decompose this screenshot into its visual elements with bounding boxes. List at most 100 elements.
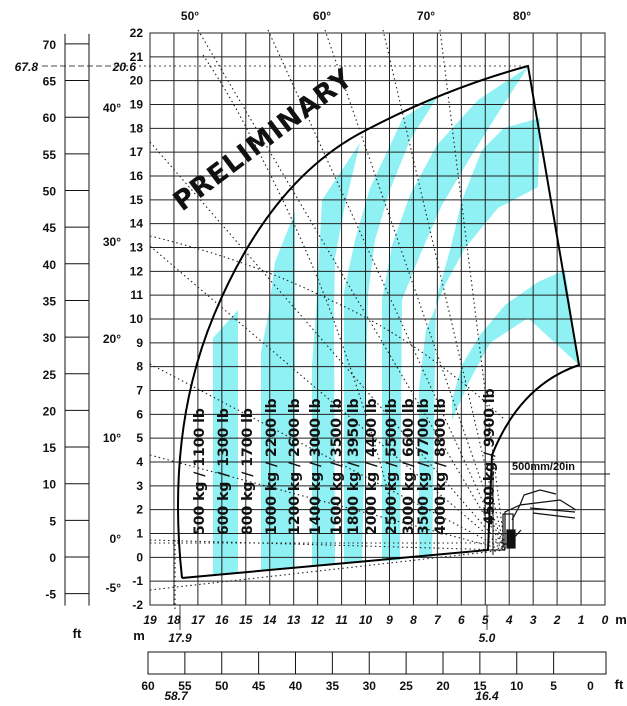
fork-note: 500mm/20in <box>492 461 610 555</box>
zone-1400kg <box>312 143 360 566</box>
height-ft-tick: 40 <box>43 258 57 272</box>
load-label: 500 kg / 1100 lb <box>192 408 208 535</box>
load-label: 4500 kg / 9900 lb <box>482 388 498 525</box>
height-m-tick: 0 <box>136 550 143 564</box>
height-m-tick: 9 <box>136 336 143 350</box>
height-m-tick: 7 <box>136 384 143 398</box>
height-ft-tick: 15 <box>43 441 57 455</box>
max-height-m: 20.6 <box>112 60 137 74</box>
height-m-tick: 20 <box>130 74 144 88</box>
height-ft-tick: 45 <box>43 221 57 235</box>
reach-ft-tick: 0 <box>587 679 594 693</box>
reach-ft-tick: 5 <box>550 679 557 693</box>
height-m-tick: 16 <box>130 169 144 183</box>
reach-m-tick: 13 <box>287 613 301 627</box>
reach-ft-tick: 60 <box>141 679 155 693</box>
height-m-tick: 1 <box>136 527 143 541</box>
reach-m-tick: 11 <box>335 613 348 627</box>
load-label: 1400 kg / 3000 lb <box>308 398 324 535</box>
load-label: 800 kg / 1700 lb <box>240 408 256 535</box>
height-m-tick: 10 <box>130 312 144 326</box>
height-m-tick: 17 <box>130 145 144 159</box>
reach-m-tick: 12 <box>311 613 325 627</box>
reach-m-tick: 8 <box>410 613 417 627</box>
height-unit-ft: ft <box>73 626 82 641</box>
height-ft-tick: 0 <box>49 551 56 565</box>
height-m-tick: 2 <box>136 503 143 517</box>
height-ft-tick: 65 <box>43 75 57 89</box>
height-m-tick: -2 <box>132 598 143 612</box>
reach-unit-m-left: m <box>133 628 145 643</box>
zone-4500kg <box>452 270 579 556</box>
reach-m-tick: 16 <box>215 613 229 627</box>
axis-labels: 222120191817161514131211109876543210-1-2… <box>15 9 627 703</box>
reach-m-tick: 9 <box>386 613 393 627</box>
reach-m-tick: 1 <box>578 613 585 627</box>
reach-m-tick: 19 <box>143 613 157 627</box>
height-ft-tick: 30 <box>43 331 57 345</box>
max-height-ft: 67.8 <box>15 60 39 74</box>
load-label: 2000 kg / 4400 lb <box>364 398 380 535</box>
height-ft-tick: 20 <box>43 404 57 418</box>
top-angle-label: 70° <box>417 9 435 23</box>
height-m-tick: 21 <box>130 50 144 64</box>
angle-guides <box>149 29 506 610</box>
top-angle-label: 60° <box>313 9 331 23</box>
bottom-ft-scale: 60 55 50 45 40 35 30 25 20 15 10 5 0 <box>141 651 607 693</box>
height-m-tick: 14 <box>130 217 144 231</box>
max-reach-m: 17.9 <box>168 631 192 645</box>
load-label: 1000 kg / 2200 lb <box>264 398 280 535</box>
reach-m-tick: 17 <box>191 613 206 627</box>
load-label: 3000 kg / 6600 lb <box>401 398 417 535</box>
height-m-tick: 8 <box>136 360 143 374</box>
machine-sketch <box>502 489 577 550</box>
height-ft-tick: 5 <box>49 514 56 528</box>
height-ft-tick: 50 <box>43 185 57 199</box>
load-label: 2500 kg / 5500 lb <box>384 398 400 535</box>
reach-m-tick: 5 <box>482 613 489 627</box>
height-ft-tick: 10 <box>43 478 57 492</box>
side-angle-label: -5° <box>106 581 122 595</box>
load-label: 1600 kg / 3500 lb <box>329 398 345 535</box>
reach-m-tick: 0 <box>602 613 609 627</box>
side-angle-label: 10° <box>103 431 121 445</box>
side-angle-label: 0° <box>110 532 122 546</box>
height-m-tick: 6 <box>136 407 143 421</box>
reach-ft-tick: 30 <box>363 679 377 693</box>
reach-ft-tick: 10 <box>510 679 524 693</box>
reach-m-tick: 3 <box>530 613 537 627</box>
max-reach-ft: 58.7 <box>164 689 189 703</box>
fork-note-text: 500mm/20in <box>512 461 575 473</box>
height-m-tick: 4 <box>136 455 143 469</box>
reach-m-tick: 10 <box>359 613 373 627</box>
height-m-tick: 11 <box>130 288 143 302</box>
zone-2500kg <box>382 67 528 561</box>
height-m-tick: 13 <box>130 241 144 255</box>
reach-m-tick: 7 <box>434 613 442 627</box>
top-angle-label: 80° <box>513 9 531 23</box>
reach-at-4t-m: 5.0 <box>479 631 496 645</box>
side-angle-label: 30° <box>103 235 121 249</box>
reach-m-tick: 4 <box>505 613 513 627</box>
height-ft-tick: 60 <box>43 111 57 125</box>
height-m-tick: 19 <box>130 98 144 112</box>
reach-m-tick: 15 <box>239 613 253 627</box>
side-angle-label: 20° <box>103 332 121 346</box>
reach-ft-tick: 35 <box>326 679 340 693</box>
side-angle-label: 40° <box>103 101 121 115</box>
load-label: 600 kg / 1300 lb <box>216 408 232 535</box>
height-m-tick: 22 <box>130 26 144 40</box>
reach-m-tick: 6 <box>458 613 465 627</box>
reach-ft-tick: 50 <box>215 679 229 693</box>
top-angle-label: 50° <box>181 9 199 23</box>
reach-ft-tick: 20 <box>436 679 450 693</box>
zone-3500kg <box>419 118 540 558</box>
height-ft-tick: 55 <box>43 148 57 162</box>
height-m-tick: 5 <box>136 431 143 445</box>
load-label: 3500 kg / 7700 lb <box>416 398 432 535</box>
working-envelope <box>177 64 581 579</box>
reach-ft-tick: 25 <box>399 679 413 693</box>
load-label: 1200 kg / 2600 lb <box>287 398 303 535</box>
